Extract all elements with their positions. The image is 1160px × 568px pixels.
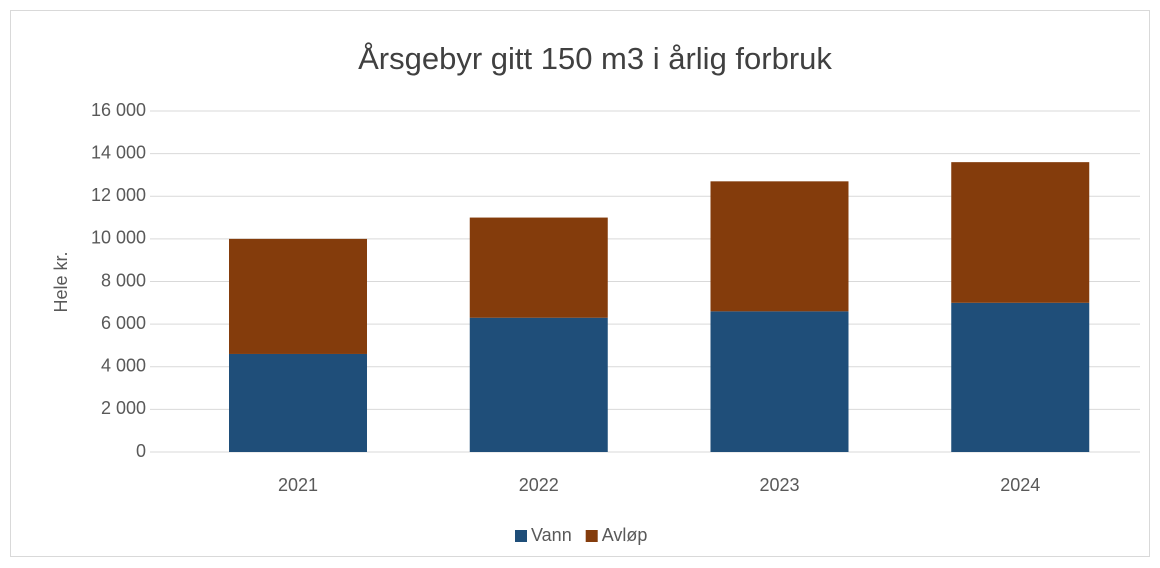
y-tick-label: 16 000	[91, 100, 146, 120]
bar	[229, 353, 367, 452]
bar	[469, 217, 608, 318]
x-tick-label: 2021	[278, 475, 318, 495]
x-tick-label: 2023	[759, 475, 799, 495]
legend-swatch	[585, 530, 598, 542]
bar	[710, 311, 849, 452]
bar	[951, 162, 1090, 303]
bar	[469, 317, 608, 452]
y-tick-label: 4 000	[101, 356, 146, 376]
y-tick-label: 8 000	[101, 270, 146, 290]
bar	[229, 238, 367, 354]
y-tick-label: 14 000	[91, 142, 146, 162]
legend-label: Avløp	[602, 525, 648, 545]
x-tick-label: 2022	[519, 475, 559, 495]
y-tick-label: 0	[136, 441, 146, 461]
bar	[951, 302, 1090, 452]
legend-label: Vann	[531, 525, 572, 545]
legend-swatch	[515, 530, 527, 542]
bar	[710, 181, 849, 312]
y-tick-label: 6 000	[101, 313, 146, 333]
y-tick-label: 10 000	[91, 228, 146, 248]
y-axis-label: Hele kr.	[51, 251, 71, 312]
x-tick-label: 2024	[1000, 475, 1040, 495]
y-tick-label: 12 000	[91, 185, 146, 205]
chart-title: Årsgebyr gitt 150 m3 i årlig forbruk	[358, 41, 832, 76]
y-tick-label: 2 000	[101, 398, 146, 418]
